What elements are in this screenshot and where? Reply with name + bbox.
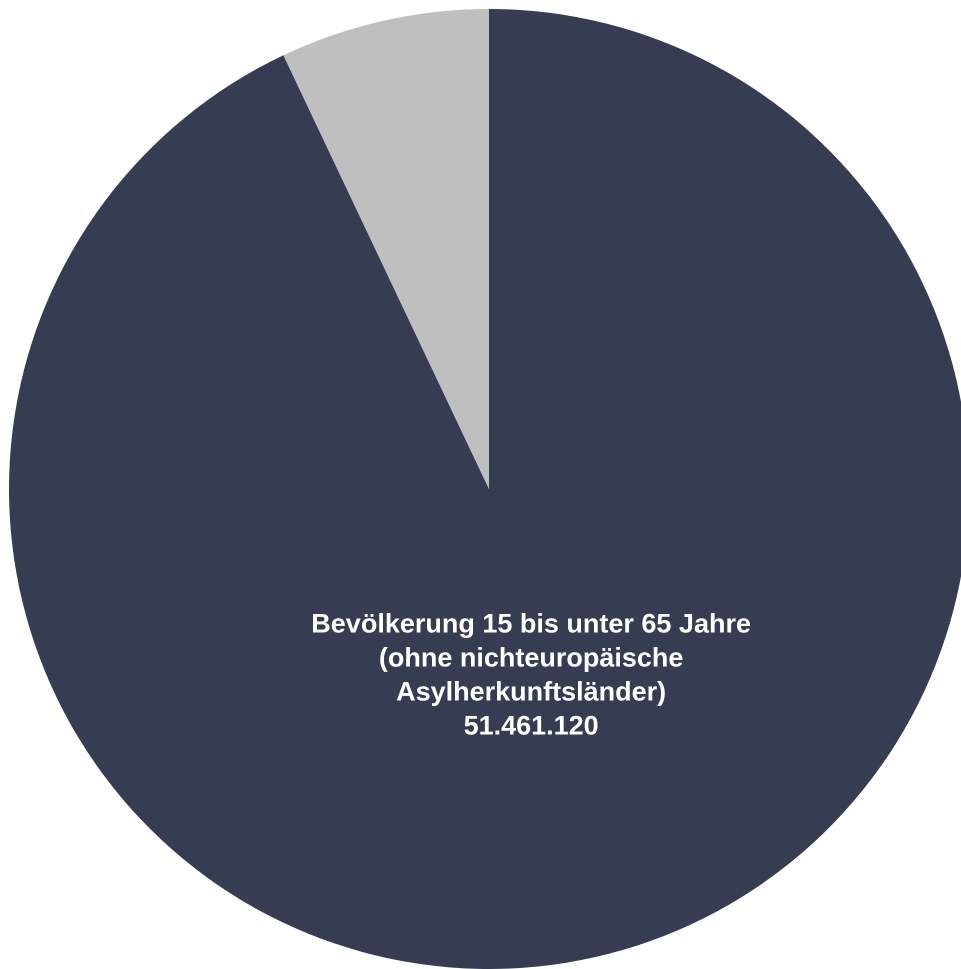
pie-slice: [9, 9, 961, 969]
pie-labels: Bevölkerung 15 bis unter 65 Jahre (ohne n…: [311, 608, 751, 740]
pie-slice: [283, 8, 489, 489]
slice-label-line: Asylherkunftsländer): [396, 676, 666, 706]
slice-label-line: (ohne nichteuropäische: [379, 642, 684, 672]
slice-label-line: 51.461.120: [464, 710, 599, 740]
slice-data-label: Bevölkerung 15 bis unter 65 Jahre (ohne n…: [311, 608, 751, 740]
slice-label-line: Bevölkerung 15 bis unter 65 Jahre: [311, 608, 751, 638]
pie-slices: [9, 8, 961, 969]
